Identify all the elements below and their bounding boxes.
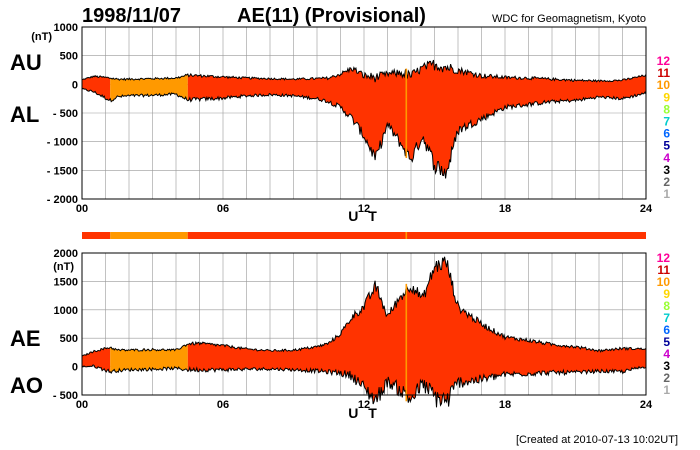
y-tick-label: 500	[60, 333, 78, 345]
au-al-y-tick-labels: 1000 500 0 - 500 - 1000 - 1500 - 2000	[47, 22, 78, 206]
y-tick-label: 0	[72, 79, 78, 91]
activity-level-legend-item: 5	[663, 335, 670, 349]
activity-level-bar-segment	[82, 232, 111, 239]
y-tick-label: - 2000	[47, 194, 78, 206]
y-tick-label: - 500	[53, 390, 78, 402]
x-tick-label: 24	[640, 399, 653, 411]
au-al-unit-label: (nT)	[31, 31, 52, 43]
x-tick-label: 06	[217, 203, 229, 215]
activity-level-legend-item: 7	[663, 115, 670, 129]
activity-level-legend-item: 3	[663, 163, 670, 177]
activity-level-legend-item: 11	[657, 263, 670, 277]
au-al-data-layer	[81, 59, 647, 179]
series-line-au	[81, 59, 647, 83]
ae-ao-plot-frame	[81, 252, 647, 396]
x-tick-label: 24	[640, 203, 653, 215]
chart-index-title: AE(11) (Provisional)	[237, 5, 426, 27]
activity-level-legend-item: 7	[663, 311, 670, 325]
au-al-x-tick-labels: 00 06 12 18 24	[76, 203, 653, 215]
activity-area-segment	[187, 60, 647, 179]
y-tick-label: - 1500	[47, 165, 78, 177]
activity-level-legend-item: 12	[657, 251, 671, 265]
y-tick-label: 0	[72, 362, 78, 374]
al-axis-label: AL	[10, 102, 39, 127]
x-tick-label: 12	[358, 203, 370, 215]
series-line-al	[81, 87, 647, 179]
activity-level-legend-item: 1	[663, 383, 670, 397]
ae-axis-label: AE	[10, 326, 41, 351]
y-tick-label: - 1000	[47, 137, 78, 149]
activity-level-legend-item: 9	[663, 287, 670, 301]
activity-level-legend-item: 3	[663, 359, 670, 373]
x-tick-label: 00	[76, 399, 88, 411]
activity-area-segment	[187, 256, 647, 408]
series-line-ae	[81, 256, 647, 357]
ao-axis-label: AO	[10, 373, 43, 398]
activity-level-legend-item: 2	[663, 175, 670, 189]
ae-ao-unit-label: (nT)	[53, 261, 74, 273]
activity-level-legend-item: 5	[663, 139, 670, 153]
activity-level-legend-item: 4	[663, 347, 670, 361]
x-tick-label: 00	[76, 203, 88, 215]
activity-level-legend-item: 10	[657, 275, 671, 289]
y-tick-label: 500	[60, 51, 78, 63]
x-tick-label: 18	[499, 399, 511, 411]
data-source-label: WDC for Geomagnetism, Kyoto	[492, 13, 646, 25]
chart-date: 1998/11/07	[82, 5, 181, 27]
au-axis-label: AU	[10, 50, 42, 75]
activity-level-legend-item: 12	[657, 54, 671, 68]
activity-level-legend-item: 8	[663, 102, 670, 116]
activity-level-bar	[82, 232, 646, 239]
activity-level-bar-segment	[187, 232, 646, 239]
y-tick-label: 1000	[54, 22, 78, 34]
y-tick-label: 1000	[54, 305, 78, 317]
activity-level-legend-item: 2	[663, 371, 670, 385]
activity-level-legend-item: 9	[663, 90, 670, 104]
series-line-ao	[81, 364, 647, 408]
activity-level-legend-item: 1	[663, 187, 670, 201]
ae-ao-data-layer	[81, 256, 647, 408]
activity-area-segment	[110, 74, 188, 102]
activity-level-legend-item: 8	[663, 299, 670, 313]
ae-ao-x-tick-labels: 00 06 12 18 24	[76, 399, 653, 411]
x-tick-label: 06	[217, 399, 229, 411]
y-tick-label: - 500	[53, 108, 78, 120]
activity-area-segment	[82, 347, 111, 373]
activity-level-bar-segment	[110, 232, 188, 239]
created-timestamp: [Created at 2010-07-13 10:02UT]	[516, 434, 678, 446]
activity-level-legend-item: 4	[663, 151, 670, 165]
y-tick-label: 2000	[54, 248, 78, 260]
activity-area-segment	[82, 75, 111, 101]
y-tick-label: 1500	[54, 276, 78, 288]
au-al-plot-frame	[81, 26, 647, 200]
activity-level-legend-item: 10	[657, 78, 671, 92]
x-tick-label: 12	[358, 399, 370, 411]
au-al-x-axis-label: U T	[348, 208, 380, 224]
ae-ao-x-axis-label: U T	[348, 405, 380, 421]
activity-area-segment	[110, 344, 188, 374]
activity-level-legend-item: 11	[657, 66, 670, 80]
x-tick-label: 18	[499, 203, 511, 215]
ae-ao-y-tick-labels: 2000 1500 1000 500 0 - 500	[53, 248, 78, 402]
activity-level-legend-item: 6	[663, 323, 670, 337]
activity-level-legend-item: 6	[663, 127, 670, 141]
